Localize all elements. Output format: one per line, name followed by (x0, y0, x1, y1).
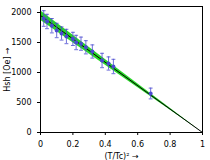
svg-text:1000: 1000 (11, 68, 31, 77)
svg-text:2000: 2000 (11, 8, 31, 17)
svg-text:0.8: 0.8 (164, 140, 177, 149)
svg-text:0.6: 0.6 (131, 140, 144, 149)
svg-text:(T/Tc)² →: (T/Tc)² → (104, 152, 139, 160)
svg-text:0.4: 0.4 (99, 140, 112, 149)
svg-text:0.2: 0.2 (67, 140, 80, 149)
svg-text:0: 0 (26, 128, 31, 137)
svg-text:500: 500 (16, 98, 31, 107)
svg-text:Hsh [Oe] →: Hsh [Oe] → (3, 47, 12, 92)
svg-text:0: 0 (38, 140, 43, 149)
svg-text:1500: 1500 (11, 38, 31, 47)
svg-text:1: 1 (200, 140, 205, 149)
